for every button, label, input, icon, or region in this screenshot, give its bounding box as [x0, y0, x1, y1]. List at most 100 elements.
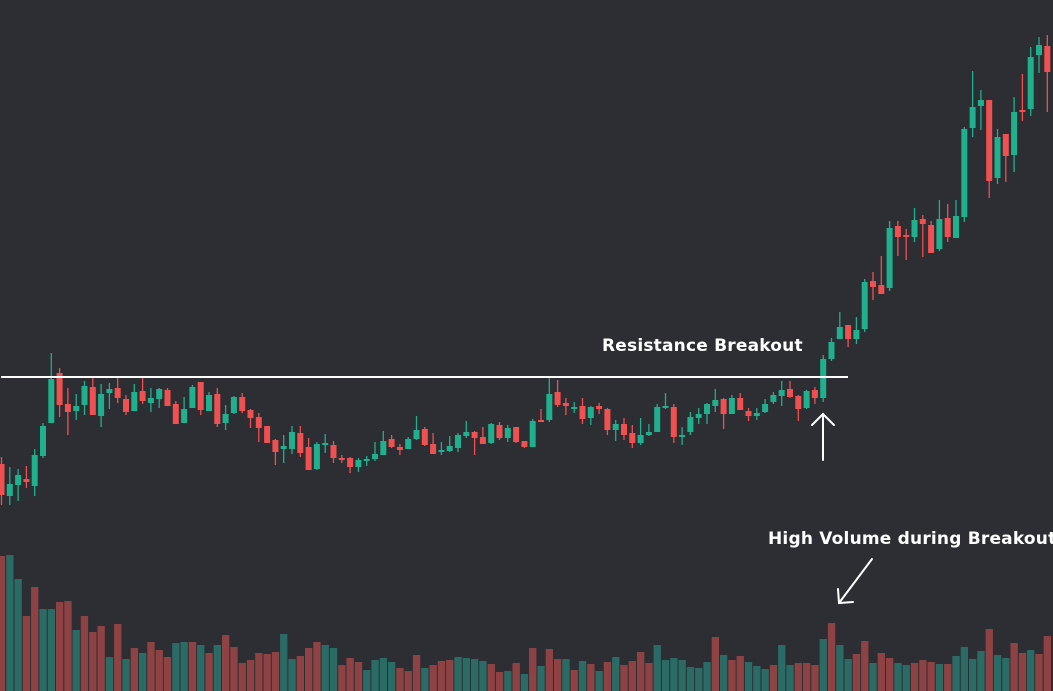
candle — [40, 423, 46, 458]
volume-bar — [1010, 643, 1018, 691]
high-volume-label: High Volume during Breakout — [768, 529, 1053, 549]
candle — [347, 457, 354, 473]
volume-bar — [877, 653, 885, 691]
volume-bar — [545, 649, 553, 691]
candle — [181, 397, 188, 423]
volume-bar — [686, 667, 695, 691]
volume-bar — [80, 616, 89, 691]
volume-bar — [22, 616, 31, 691]
candle — [313, 442, 320, 470]
volume-bar — [97, 626, 105, 691]
candle — [372, 442, 378, 461]
candle — [953, 200, 959, 238]
volume-bar — [537, 666, 545, 691]
volume-bar — [803, 663, 811, 691]
volume-bar — [670, 658, 678, 691]
candle — [230, 396, 237, 414]
volume-bar — [836, 645, 844, 691]
candle — [156, 388, 163, 408]
volume-bar — [695, 668, 703, 691]
volume-bar — [620, 665, 628, 691]
volume-bar — [487, 664, 495, 691]
volume-bar — [105, 657, 114, 691]
candle — [239, 393, 246, 413]
candle — [629, 425, 636, 448]
volume-bar — [637, 652, 645, 691]
candle — [712, 389, 719, 412]
candle — [745, 408, 752, 421]
volume-bar — [305, 648, 313, 691]
candle — [728, 395, 735, 414]
volume-bar — [728, 660, 736, 691]
volume-bar — [130, 648, 138, 691]
volume-bar — [886, 658, 894, 691]
volume-bar — [562, 659, 570, 691]
volume-bar — [811, 665, 819, 691]
candle — [73, 394, 80, 420]
volume-bar — [578, 661, 587, 691]
volume-bar — [678, 660, 686, 691]
volume-bar — [595, 671, 603, 691]
candle — [471, 431, 478, 455]
volume-bar — [653, 645, 661, 691]
candle — [994, 129, 1001, 184]
candle — [222, 405, 229, 430]
volume-bar — [222, 635, 230, 691]
candle — [936, 200, 943, 251]
candle — [977, 90, 984, 130]
candle — [0, 457, 5, 505]
volume-bar — [736, 656, 744, 691]
volume-bar — [479, 661, 487, 691]
candle — [894, 221, 901, 256]
candle — [637, 418, 644, 445]
volume-bar — [412, 655, 421, 691]
volume-bar — [296, 656, 304, 691]
volume-bar — [827, 623, 836, 691]
volume-bar — [993, 655, 1002, 691]
candle — [413, 416, 420, 440]
volume-bar — [554, 659, 562, 691]
candle — [670, 404, 677, 443]
candle — [886, 221, 893, 291]
volume-bar — [421, 668, 429, 691]
candle — [513, 427, 520, 443]
volume-bar — [346, 658, 354, 691]
candle — [911, 208, 918, 242]
volume-bar — [238, 663, 246, 691]
candle — [330, 441, 337, 463]
volume-bar — [47, 609, 55, 691]
volume-bar — [969, 659, 977, 691]
candle — [388, 435, 395, 448]
candle — [338, 455, 345, 463]
candle — [206, 392, 212, 411]
volume-bar — [570, 670, 578, 691]
volume-bar — [703, 662, 711, 691]
candle — [438, 442, 445, 455]
volume-bar — [471, 659, 479, 691]
volume-bar — [645, 663, 653, 691]
candle — [621, 418, 627, 440]
volume-bar — [529, 648, 537, 691]
volume-bar — [437, 661, 446, 691]
volume-bar — [329, 648, 338, 691]
volume-bar — [31, 587, 39, 691]
candle — [778, 381, 785, 406]
candle — [836, 312, 843, 339]
volume-bar — [246, 660, 255, 691]
candle — [878, 256, 885, 294]
volume-bar — [628, 661, 636, 691]
volume-bar — [1043, 636, 1051, 691]
candle — [363, 456, 370, 466]
volume-bar — [952, 656, 960, 691]
candle — [762, 399, 769, 413]
candle — [31, 449, 38, 496]
candle — [64, 388, 71, 435]
candle — [753, 408, 760, 420]
candle — [853, 317, 860, 344]
volume-bar — [446, 660, 454, 691]
volume-bar — [180, 642, 188, 691]
candle — [172, 401, 179, 424]
volume-bar — [14, 579, 22, 691]
candle — [446, 436, 453, 452]
